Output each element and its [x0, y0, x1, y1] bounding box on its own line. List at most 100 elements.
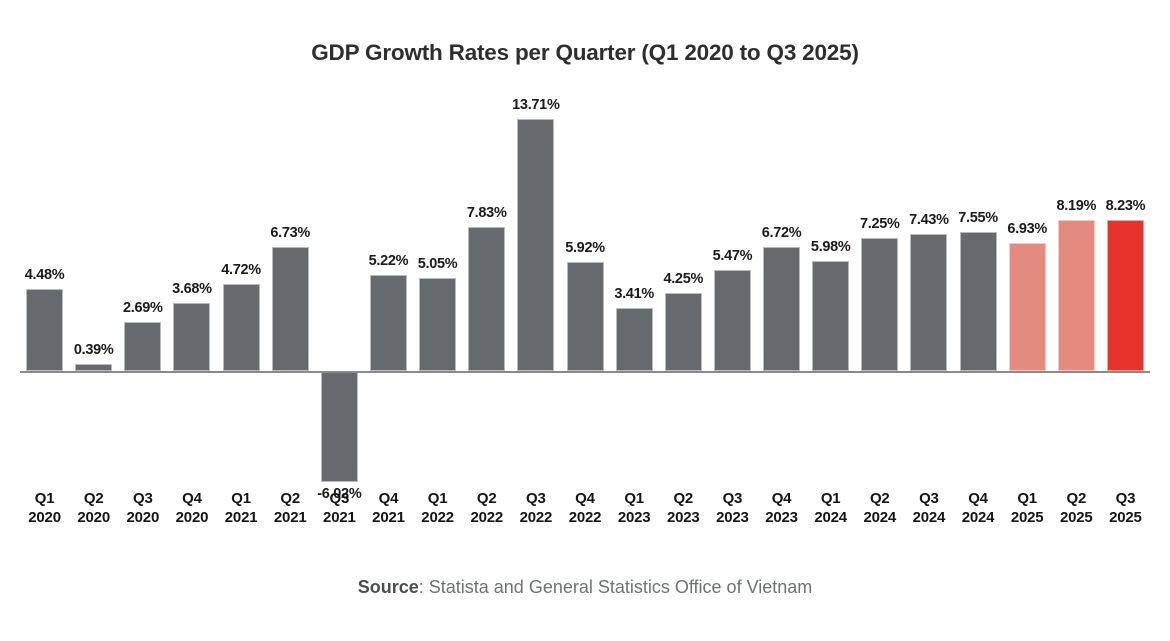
x-axis-tick-label: Q4 2020 — [167, 489, 216, 527]
x-axis-tick-year: 2023 — [716, 509, 749, 526]
bar-value-label: 7.25% — [859, 215, 900, 232]
bar-value-label: 8.19% — [1056, 198, 1097, 215]
bar[interactable] — [615, 308, 653, 371]
bar-value-label: 6.93% — [1007, 221, 1047, 238]
bar[interactable] — [1057, 220, 1095, 371]
bar-group: 5.92% — [565, 90, 605, 495]
x-axis-tick-label: Q1 2021 — [217, 489, 266, 527]
source-separator: : — [418, 577, 429, 597]
bar[interactable] — [517, 118, 555, 371]
bar[interactable] — [763, 247, 801, 371]
bar-value-label: 4.25% — [663, 270, 704, 287]
bar[interactable] — [320, 371, 358, 482]
bar-group: 5.22% — [368, 90, 409, 495]
x-axis-tick-year: 2021 — [273, 509, 307, 526]
bar-value-label: 5.92% — [565, 240, 605, 257]
bar[interactable] — [468, 226, 506, 371]
zero-axis-line — [20, 371, 1150, 373]
x-axis-tick-quarter: Q2 — [673, 490, 694, 507]
x-axis-tick-label: Q3 2020 — [118, 489, 167, 527]
x-axis-tick-year: 2022 — [421, 509, 454, 526]
x-axis-tick-year: 2022 — [519, 509, 553, 526]
x-axis-tick-label: Q4 2024 — [953, 489, 1002, 527]
x-axis-tick-label: Q3 2023 — [708, 489, 757, 527]
x-axis-tick-year: 2025 — [1109, 509, 1142, 526]
bar[interactable] — [26, 288, 64, 371]
x-axis-tick-year: 2024 — [961, 509, 995, 526]
x-axis-tick-quarter: Q2 — [869, 490, 890, 507]
x-axis-tick-label: Q4 2023 — [757, 489, 806, 527]
bar-value-label: 3.68% — [172, 281, 212, 298]
bar-group: 6.73% — [270, 90, 310, 495]
x-axis-tick-quarter: Q4 — [182, 490, 202, 507]
x-axis-tick-quarter: Q1 — [34, 490, 55, 507]
bar-value-label: 7.55% — [958, 210, 998, 227]
bar[interactable] — [959, 232, 997, 371]
bar-group: 7.55% — [958, 90, 998, 495]
bar-value-label: 5.98% — [810, 238, 851, 255]
x-axis-tick-year: 2020 — [175, 509, 209, 526]
bar-group: 5.98% — [810, 90, 851, 495]
x-axis-tick-year: 2020 — [77, 509, 110, 526]
bar[interactable] — [419, 278, 457, 371]
x-axis-tick-year: 2025 — [1060, 509, 1093, 526]
bar[interactable] — [1008, 243, 1046, 371]
bar-value-label: 4.72% — [221, 262, 261, 279]
bar-value-label: 3.41% — [614, 286, 654, 303]
x-axis-tick-quarter: Q4 — [378, 490, 399, 507]
x-axis-tick-quarter: Q1 — [427, 490, 448, 507]
bar[interactable] — [369, 274, 407, 371]
x-axis-tick-year: 2023 — [765, 509, 798, 526]
x-axis-tick-label: Q2 2021 — [266, 489, 315, 527]
bar[interactable] — [1106, 219, 1144, 371]
x-axis-tick-quarter: Q4 — [771, 490, 792, 507]
x-axis-tick-year: 2023 — [617, 509, 651, 526]
x-axis-tick-quarter: Q3 — [133, 490, 153, 507]
bar-value-label: 6.72% — [761, 225, 802, 242]
x-axis-tick-quarter: Q3 — [1115, 490, 1136, 507]
x-axis-tick-label: Q1 2023 — [610, 489, 659, 527]
bar[interactable] — [566, 262, 604, 371]
bar[interactable] — [271, 247, 309, 371]
bar-group: 5.47% — [712, 90, 753, 495]
x-axis-tick-quarter: Q1 — [231, 490, 251, 507]
x-axis-tick-label: Q3 2021 — [315, 489, 364, 527]
x-axis-tick-quarter: Q2 — [280, 490, 301, 507]
x-axis-tick-label: Q2 2025 — [1052, 489, 1101, 527]
x-axis-tick-quarter: Q4 — [575, 490, 595, 507]
x-axis-tick-year: 2020 — [28, 509, 61, 526]
bar-group: 3.41% — [614, 90, 654, 495]
bar-group: 6.72% — [761, 90, 802, 495]
x-axis-tick-label: Q3 2022 — [511, 489, 560, 527]
bar[interactable] — [124, 321, 162, 371]
bar-group: -6.02% — [317, 90, 362, 502]
bar-value-label: 2.69% — [123, 299, 163, 316]
bar[interactable] — [713, 270, 751, 371]
bar-value-label: 5.22% — [368, 252, 409, 269]
x-axis-tick-label: Q1 2024 — [806, 489, 855, 527]
x-axis-tick-label: Q1 2025 — [1003, 489, 1052, 527]
bar[interactable] — [664, 292, 702, 371]
bar[interactable] — [910, 234, 948, 371]
x-axis-tick-label: Q3 2025 — [1101, 489, 1150, 527]
source-text: Statista and General Statistics Office o… — [428, 577, 813, 597]
x-axis-tick-label: Q1 2020 — [20, 489, 69, 527]
x-axis-tick-year: 2023 — [666, 509, 700, 526]
x-axis-tick-quarter: Q3 — [722, 490, 743, 507]
x-axis-tick-year: 2021 — [224, 509, 258, 526]
bar-value-label: 5.05% — [417, 256, 458, 273]
bar[interactable] — [75, 363, 113, 371]
bar-value-label: 5.47% — [712, 248, 753, 265]
bar[interactable] — [861, 237, 899, 371]
bar[interactable] — [222, 284, 260, 371]
x-axis-tick-year: 2024 — [912, 509, 946, 526]
x-axis-tick-year: 2021 — [372, 509, 405, 526]
bars-layer: 4.48% 0.39% 2.69% 3.68% 4.72% 6.73% -6.02% 5.22… — [20, 90, 1150, 502]
x-axis-tick-quarter: Q3 — [919, 490, 939, 507]
x-axis-tick-quarter: Q1 — [1017, 490, 1037, 507]
bar[interactable] — [173, 303, 211, 371]
bar[interactable] — [812, 260, 850, 371]
x-axis-tick-label: Q4 2022 — [560, 489, 609, 527]
source-note: Source: Statista and General Statistics … — [0, 577, 1170, 598]
